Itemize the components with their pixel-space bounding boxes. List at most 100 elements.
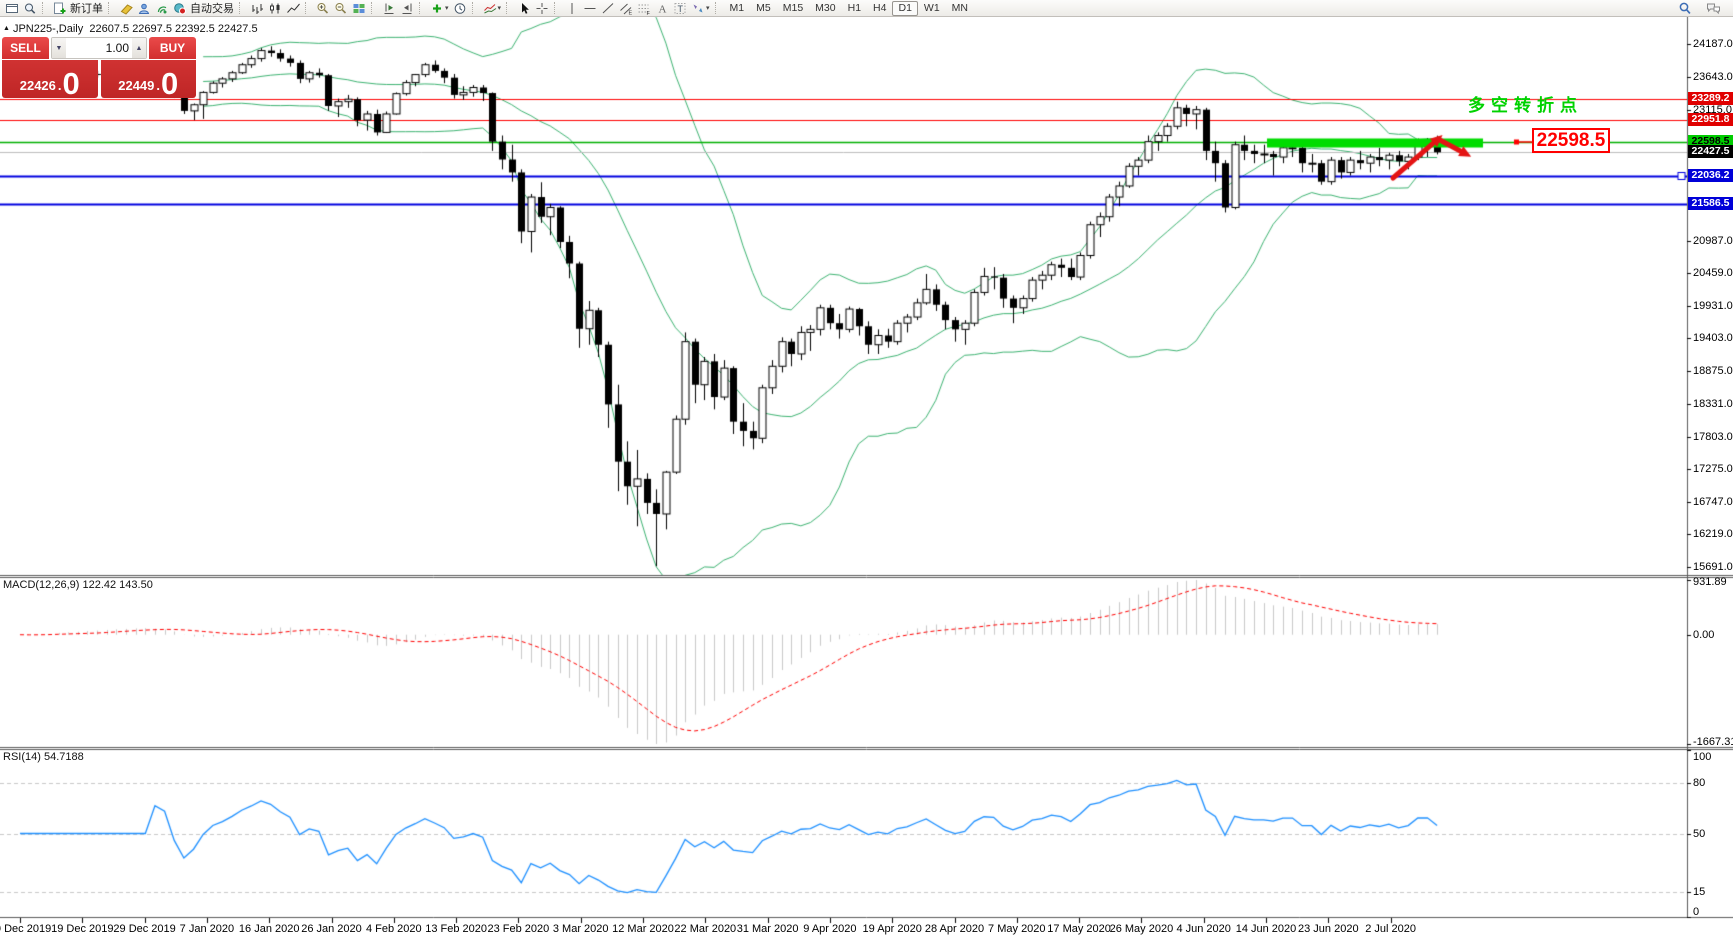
volume-increase-button[interactable]: ▲: [132, 38, 146, 58]
date-axis-label: 3 Mar 2020: [552, 923, 609, 935]
volume-decrease-button[interactable]: ▼: [52, 38, 66, 58]
indicators-icon[interactable]: ▾: [428, 1, 451, 15]
buy-button[interactable]: BUY: [149, 37, 196, 59]
cursor-icon[interactable]: [515, 1, 533, 15]
date-axis-label: 7 May 2020: [988, 923, 1046, 935]
svg-text:F: F: [647, 11, 651, 15]
chart-shift-icon[interactable]: [398, 1, 416, 15]
timeframe-h1-button[interactable]: H1: [847, 2, 862, 14]
main-toolbar: 新订单 自动交易 ▾ ▾ E F A T ▾ M1 M5 M15 M30 H1 H4 D1 W1 MN: [0, 0, 1733, 17]
arrows-icon[interactable]: ▾: [689, 1, 712, 15]
price-axis-tick: 15691.0: [1693, 560, 1733, 573]
community-icon[interactable]: [135, 1, 153, 15]
date-axis-label: 26 Jan 2020: [301, 923, 362, 935]
date-axis-label: 26 May 2020: [1109, 923, 1174, 935]
price-axis-tick: 16219.0: [1693, 528, 1733, 541]
chart-ohlc-values: 22607.5 22697.5 22392.5 22427.5: [89, 23, 258, 35]
symbol-marker-icon: ▲: [3, 25, 10, 32]
tile-windows-icon[interactable]: [350, 1, 368, 15]
trendline-icon[interactable]: [599, 1, 617, 15]
rsi-axis-tick: 0: [1693, 906, 1700, 918]
price-axis-tick: 17803.0: [1693, 430, 1733, 443]
chat-icon[interactable]: [1704, 1, 1722, 15]
macd-axis-tick: 0.00: [1693, 628, 1715, 641]
buy-price[interactable]: 22449. 0: [100, 60, 196, 99]
buy-price-main: 22449: [118, 78, 155, 93]
new-order-button-label: 新订单: [70, 3, 103, 15]
macd-indicator-label: MACD(12,26,9) 122.42 143.50: [3, 579, 153, 591]
price-axis-tick: 19931.0: [1693, 299, 1733, 312]
date-axis-label: 9 Apr 2020: [803, 923, 857, 935]
price-tag-22036.2: 22036.2: [1688, 169, 1733, 183]
price-callout-box[interactable]: 22598.5: [1532, 128, 1610, 153]
templates-icon[interactable]: ▾: [481, 1, 504, 15]
date-axis-label: 29 Dec 2019: [113, 923, 176, 935]
price-axis-tick: 17275.0: [1693, 463, 1733, 476]
styler-icon[interactable]: [117, 1, 135, 15]
volume-input[interactable]: [66, 38, 132, 58]
toolbar-separator: [305, 2, 310, 14]
toolbar-separator: [419, 2, 424, 14]
timeframe-w1-button[interactable]: W1: [923, 2, 940, 14]
signals-icon[interactable]: [153, 1, 171, 15]
text-label-icon[interactable]: T: [671, 1, 689, 15]
chevron-down-icon: ▾: [497, 5, 502, 12]
macd-axis-tick: -1667.31: [1693, 736, 1733, 748]
chart-title: ▲ JPN225-,Daily 22607.5 22697.5 22392.5 2…: [3, 23, 258, 35]
date-axis-label: 22 Mar 2020: [674, 923, 737, 935]
auto-scroll-icon[interactable]: [380, 1, 398, 15]
date-axis-label: 28 Apr 2020: [924, 923, 985, 935]
crosshair-icon[interactable]: [533, 1, 551, 15]
svg-text:E: E: [629, 10, 633, 15]
date-axis-label: 13 Feb 2020: [425, 923, 487, 935]
vertical-line-icon[interactable]: [563, 1, 581, 15]
sell-button[interactable]: SELL: [2, 37, 49, 59]
date-axis-label: 4 Jun 2020: [1176, 923, 1231, 935]
date-axis-label: 19 Apr 2020: [862, 923, 922, 935]
svg-text:A: A: [659, 3, 667, 15]
fibonacci-icon[interactable]: F: [635, 1, 653, 15]
date-axis-label: 10 Dec 2019: [0, 923, 52, 935]
one-click-trading-panel[interactable]: SELL ▼ ▲ BUY 22426.0 22449.0: [2, 37, 196, 99]
timeframe-m30-button[interactable]: M30: [815, 2, 836, 14]
timeframe-m15-button[interactable]: M15: [782, 2, 804, 14]
zoom-out-icon[interactable]: [332, 1, 350, 15]
text-icon[interactable]: A: [653, 1, 671, 15]
new-order-button[interactable]: 新订单: [51, 1, 105, 15]
horizontal-line-icon[interactable]: [581, 1, 599, 15]
price-tag-21586.5: 21586.5: [1688, 197, 1733, 211]
equidistant-channel-icon[interactable]: E: [617, 1, 635, 15]
timeframe-d1-button[interactable]: D1: [892, 0, 918, 16]
sell-price[interactable]: 22426. 0: [2, 60, 98, 99]
timeframe-m5-button[interactable]: M5: [756, 2, 771, 14]
volume-stepper[interactable]: ▼ ▲: [51, 37, 147, 59]
buy-price-dot: .: [156, 78, 161, 93]
rsi-axis-tick: 100: [1693, 751, 1712, 763]
market-watch-icon[interactable]: [21, 1, 39, 15]
autotrade-button[interactable]: 自动交易: [171, 1, 236, 15]
periods-icon[interactable]: [451, 1, 469, 15]
candle-chart-icon[interactable]: [266, 1, 284, 15]
price-tag-22427.5: 22427.5: [1688, 145, 1733, 159]
date-axis-label: 23 Jun 2020: [1298, 923, 1359, 935]
price-axis-tick: 18331.0: [1693, 398, 1733, 411]
chevron-down-icon: ▾: [706, 5, 710, 12]
line-chart-icon[interactable]: [284, 1, 302, 15]
date-axis-label: 7 Jan 2020: [179, 923, 235, 935]
price-axis-tick: 24187.0: [1693, 38, 1733, 50]
timeframe-m1-button[interactable]: M1: [729, 2, 745, 14]
date-axis-label: 31 Mar 2020: [736, 923, 799, 935]
toolbar-separator: [471, 2, 477, 14]
timeframe-mn-button[interactable]: MN: [951, 2, 969, 14]
bar-chart-icon[interactable]: [248, 1, 266, 15]
timeframe-h4-button[interactable]: H4: [873, 2, 887, 14]
search-icon[interactable]: [1676, 1, 1694, 15]
charts-window-icon[interactable]: [3, 1, 21, 15]
price-axis-tick: 23643.0: [1693, 71, 1733, 84]
turning-point-annotation[interactable]: 多空转折点: [1468, 96, 1583, 115]
svg-text:T: T: [678, 4, 684, 14]
date-axis-label: 14 Jun 2020: [1235, 923, 1297, 935]
zoom-in-icon[interactable]: [314, 1, 332, 15]
macd-axis-tick: 931.89: [1693, 576, 1727, 588]
